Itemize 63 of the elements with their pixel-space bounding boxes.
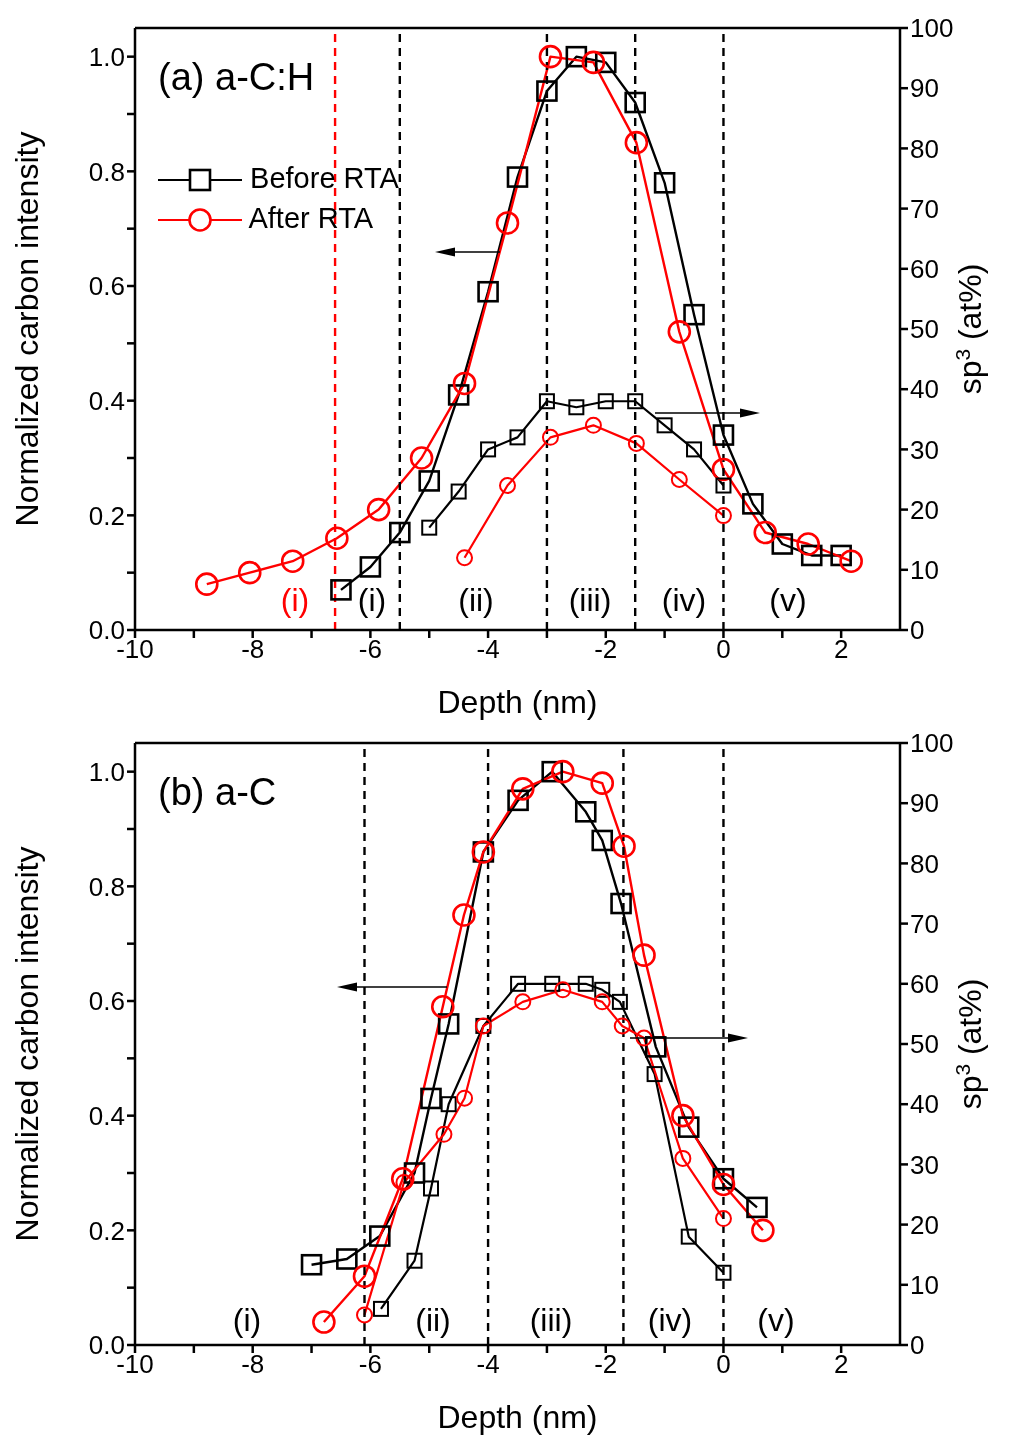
y2-tick-label: 70 [910,908,939,939]
y-tick-label: 1.0 [88,41,125,72]
annotation: (v) [757,1302,795,1338]
x-tick-label: -2 [594,1349,618,1380]
y2-tick-label: 90 [910,73,939,104]
annotation: (iii) [529,1302,573,1338]
x-tick-label: 0 [716,634,731,665]
y-tick-label: 0.2 [88,500,125,531]
x-tick-label: -8 [241,634,265,665]
annotation: (iv) [661,582,707,618]
y2-tick-label: 50 [910,314,939,345]
x-tick-label: -2 [594,634,618,665]
y2-tick-label: 40 [910,1089,939,1120]
y2-tick-label: 100 [910,728,954,759]
y2-tick-label: 30 [910,434,939,465]
x-tick-label: -6 [358,1349,382,1380]
y2-tick-label: 30 [910,1149,939,1180]
y2-tick-label: 40 [910,374,939,405]
y2-tick-label: 90 [910,788,939,819]
x-axis-title: Depth (nm) [437,684,598,720]
y-tick-label: 0.8 [88,871,125,902]
x-tick-label: 2 [833,634,849,665]
y-tick-label: 0.6 [88,271,125,302]
text: (a) a-C:H [158,56,315,99]
y2-tick-label: 20 [910,494,939,525]
x-tick-label: -4 [476,1349,500,1380]
y-tick-label: 0.4 [88,1100,125,1131]
y2-tick-label: 20 [910,1209,939,1240]
y2-tick-label: 70 [910,193,939,224]
annotation: (iv) [647,1302,693,1338]
annotation: (i) [357,582,387,618]
legend-label: After RTA [248,202,374,234]
y-tick-label: 0.2 [88,1215,125,1246]
annotation: (i) [280,582,310,618]
legend-label: Before RTA [250,162,399,194]
y-tick-label: 0.8 [88,156,125,187]
annotation: (i) [232,1302,262,1338]
y-tick-label: 0.4 [88,385,125,416]
y-tick-label: 1.0 [88,756,125,787]
y-axis-title: Normalized carbon intensity [9,131,45,527]
annotation: (iii) [568,582,612,618]
y2-tick-label: 80 [910,133,939,164]
y2-tick-label: 100 [910,13,954,44]
y2-tick-label: 10 [910,1270,939,1301]
annotation: (ii) [458,582,494,618]
y-axis-title: Normalized carbon intensity [9,846,45,1242]
x-tick-label: -8 [241,1349,265,1380]
x-axis-title: Depth (nm) [437,1399,598,1435]
y2-tick-label: 50 [910,1029,939,1060]
x-tick-label: 2 [833,1349,849,1380]
y2-tick-label: 60 [910,969,939,1000]
annotation: (v) [769,582,807,618]
y2-tick-label: 10 [910,555,939,586]
x-tick-label: -4 [476,634,500,665]
y2-tick-label: 0 [910,615,925,646]
y-tick-label: 0.6 [88,986,125,1017]
annotation: (ii) [415,1302,451,1338]
y2-tick-label: 0 [910,1330,925,1361]
x-tick-label: -6 [358,634,382,665]
y2-tick-label: 80 [910,848,939,879]
y2-tick-label: 60 [910,254,939,285]
x-tick-label: 0 [716,1349,731,1380]
text: (b) a-C [158,771,277,814]
